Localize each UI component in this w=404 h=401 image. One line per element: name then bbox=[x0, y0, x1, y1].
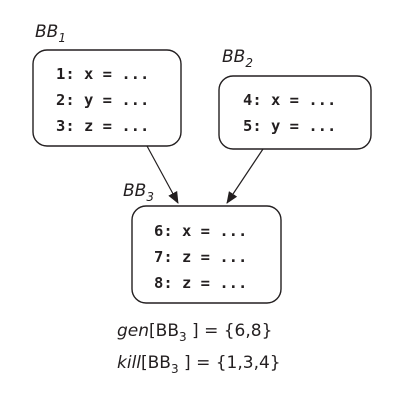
bb3-line-3: 8: z = ... bbox=[154, 274, 247, 292]
gen-equation: gen[BB3 ] = {6,8} bbox=[117, 321, 272, 344]
bb1-line-3: 3: z = ... bbox=[56, 117, 149, 135]
bb2-line-2: 5: y = ... bbox=[243, 117, 336, 135]
edge-bb2-to-bb3 bbox=[226, 148, 264, 204]
bb3-line-2: 7: z = ... bbox=[154, 248, 247, 266]
bb1-label: BB1 bbox=[35, 22, 66, 45]
bb1-box bbox=[32, 49, 182, 147]
bb2-box bbox=[218, 75, 372, 150]
kill-equation: kill[BB3 ] = {1,3,4} bbox=[117, 353, 281, 376]
bb2-label: BB2 bbox=[222, 47, 253, 70]
bb2-line-1: 4: x = ... bbox=[243, 91, 336, 109]
edge-bb1-to-bb3 bbox=[146, 145, 179, 204]
bb3-label: BB3 bbox=[123, 181, 154, 204]
bb3-box bbox=[131, 205, 282, 304]
bb3-line-1: 6: x = ... bbox=[154, 222, 247, 240]
bb1-line-2: 2: y = ... bbox=[56, 91, 149, 109]
bb1-line-1: 1: x = ... bbox=[56, 65, 149, 83]
